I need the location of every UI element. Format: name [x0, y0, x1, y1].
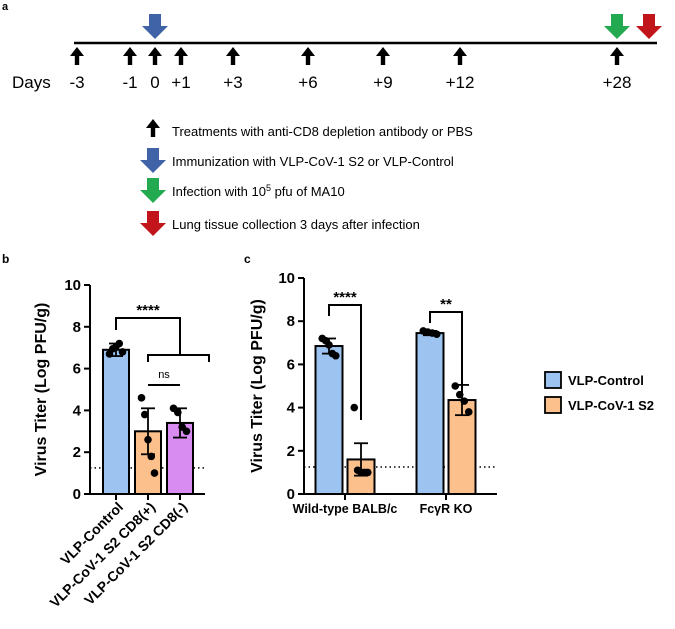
data-point	[174, 408, 182, 417]
data-point	[115, 339, 124, 348]
days-label: Days	[12, 73, 51, 92]
day-tick-label: -3	[69, 73, 84, 92]
legend-swatch	[544, 371, 562, 389]
data-point	[137, 394, 146, 402]
legend-treatment-arrow-icon	[146, 119, 160, 137]
significance-label: ****	[333, 289, 357, 306]
data-point	[144, 435, 152, 444]
treatment-arrow-icon	[70, 47, 84, 65]
data-point	[464, 408, 473, 416]
legend-label: VLP-CoV-1 S2	[568, 398, 654, 413]
bar	[415, 332, 445, 495]
panel-label-b: b	[2, 252, 9, 266]
y-tick-label: 6	[287, 356, 295, 373]
y-tick-label: 8	[73, 319, 81, 336]
y-axis-label: Virus Titer (Log PFU/g)	[33, 303, 50, 477]
significance-label: **	[440, 296, 452, 313]
treatment-arrow-icon	[123, 47, 137, 65]
y-tick-label: 10	[278, 270, 295, 287]
legend-label-infection: Infection with 105 pfu of MA10	[172, 183, 345, 199]
legend-swatch	[544, 396, 562, 414]
data-point	[350, 403, 359, 412]
y-tick-label: 0	[287, 486, 295, 503]
treatment-arrow-icon	[453, 47, 467, 65]
y-tick-label: 10	[64, 277, 81, 294]
immunization-arrow-icon	[142, 14, 168, 39]
day-tick-label: +1	[171, 73, 190, 92]
day-tick-label: +3	[223, 73, 242, 92]
significance-bracket	[147, 354, 210, 362]
collection-arrow-icon	[636, 14, 662, 39]
legend-label: Treatments with anti-CD8 depletion antib…	[172, 124, 473, 139]
significance-label: ns	[158, 369, 170, 381]
panel-label-c: c	[244, 252, 251, 266]
day-tick-label: +12	[446, 73, 475, 92]
legend-label-infection-pre: Infection with 10	[172, 184, 266, 199]
data-point	[451, 382, 460, 390]
legend-immunization-arrow-icon	[140, 148, 166, 173]
bar	[102, 348, 130, 496]
significance-bracket	[115, 317, 181, 355]
significance-bracket	[429, 311, 463, 396]
day-tick-label: 0	[150, 73, 159, 92]
data-point	[363, 468, 372, 477]
x-tick-label: Wild-type BALB/c	[293, 502, 398, 516]
treatment-arrow-icon	[610, 47, 624, 65]
day-tick-label: +6	[298, 73, 317, 92]
data-point	[325, 341, 333, 349]
y-tick-label: 4	[287, 400, 296, 417]
data-point	[331, 351, 340, 360]
legend-label-infection-post: pfu of MA10	[271, 184, 345, 199]
y-tick-label: 6	[73, 361, 81, 378]
infection-arrow-icon	[604, 14, 630, 39]
legend-label-infection-sup: 5	[266, 183, 271, 193]
data-point	[147, 452, 156, 461]
x-tick-label: FcγR KO	[420, 502, 473, 516]
chart-panel-c: 0 2 4 6 8 10 Virus Titer (Log PFU/g) Wild-type …	[249, 270, 654, 516]
y-tick-label: 2	[73, 444, 81, 461]
legend-label: VLP-Control	[568, 373, 644, 388]
significance-label: ****	[136, 302, 160, 319]
day-tick-label: +28	[603, 73, 632, 92]
legend-label: Lung tissue collection 3 days after infe…	[172, 217, 420, 232]
legend-infection-arrow-icon	[140, 178, 166, 203]
timeline-panel: Days -3 -1 0 +1 +3 +6 +9 +12 +28 Treatments with…	[12, 14, 662, 236]
day-tick-label: -1	[122, 73, 137, 92]
data-point	[182, 427, 191, 436]
treatment-arrow-icon	[174, 47, 188, 65]
day-tick-label: +9	[373, 73, 392, 92]
legend-collection-arrow-icon	[140, 211, 166, 236]
treatment-arrow-icon	[226, 47, 240, 65]
y-axis-label: Virus Titer (Log PFU/g)	[249, 299, 266, 473]
treatment-arrow-icon	[376, 47, 390, 65]
y-tick-label: 8	[287, 313, 295, 330]
treatment-arrow-icon	[301, 47, 315, 65]
data-point	[118, 348, 127, 356]
y-tick-label: 4	[73, 402, 82, 419]
data-point	[460, 397, 469, 405]
legend-label: Immunization with VLP-CoV-1 S2 or VLP-Co…	[172, 154, 454, 169]
bar	[314, 345, 344, 496]
panel-label-a: a	[2, 1, 9, 13]
y-tick-label: 2	[287, 443, 295, 460]
data-point	[150, 469, 159, 477]
data-point	[140, 410, 149, 419]
data-point	[432, 330, 441, 338]
y-tick-label: 0	[73, 486, 81, 503]
significance-bracket	[328, 304, 362, 420]
treatment-arrow-icon	[148, 47, 162, 65]
